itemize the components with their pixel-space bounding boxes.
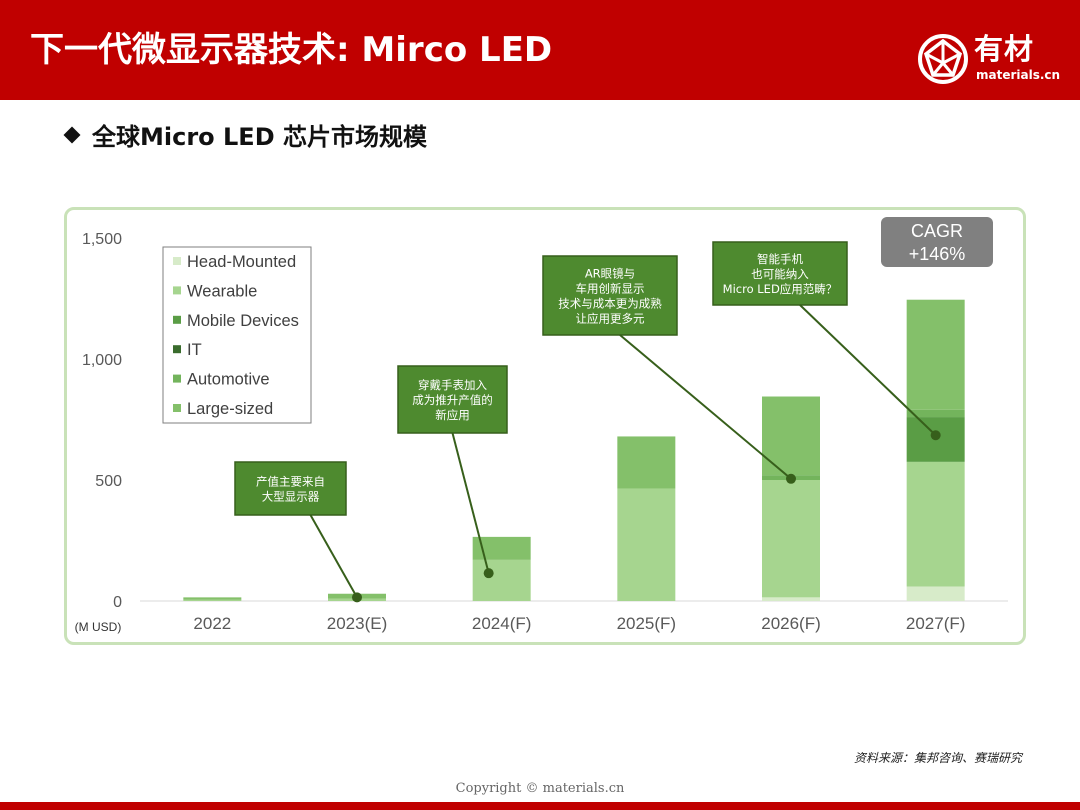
annotation-text: 车用创新显示 <box>576 282 645 296</box>
annotation-point <box>483 568 494 579</box>
annotation-box <box>542 255 678 336</box>
cagr-badge <box>881 217 993 267</box>
x-tick-label: 2022 <box>193 614 231 633</box>
page-title: 下一代微显示器技术: Mirco LED <box>30 30 553 70</box>
legend-swatch <box>173 345 181 354</box>
legend-label: Mobile Devices <box>187 312 299 330</box>
header-bar: 下一代微显示器技术: Mirco LED 有材 materials.cn <box>0 0 1080 100</box>
annotation-text: 智能手机 <box>757 252 803 266</box>
section-title: 全球Micro LED 芯片市场规模 <box>92 123 427 151</box>
annotation-point <box>352 592 362 603</box>
x-tick-label: 2027(F) <box>906 614 966 633</box>
source-note: 资料来源：集邦咨询、赛瑞研究 <box>853 751 1022 765</box>
bar-segment <box>906 299 965 410</box>
legend-swatch <box>173 257 181 265</box>
logo-icon <box>918 34 968 84</box>
bar-segment <box>906 461 965 587</box>
legend-box <box>162 246 312 424</box>
annotation-connector <box>451 432 490 574</box>
bar-segment <box>906 409 965 418</box>
annotation-text: 让应用更多元 <box>576 312 645 326</box>
legend-label: Wearable <box>187 282 257 300</box>
footer-bar <box>0 802 1080 810</box>
cagr-value: +146% <box>909 244 966 264</box>
legend-label: Automotive <box>187 371 270 389</box>
annotation-text: Micro LED应用范畴？ <box>723 282 838 296</box>
y-tick-label: 0 <box>113 594 122 611</box>
annotation-point <box>786 473 796 484</box>
legend-swatch <box>173 404 181 412</box>
legend-label: Head-Mounted <box>187 253 296 271</box>
x-tick-label: 2025(F) <box>617 614 677 633</box>
annotation-point <box>930 430 941 441</box>
annotation-box <box>712 241 848 306</box>
logo: 有材 materials.cn <box>916 32 1060 88</box>
bar-segment <box>183 599 242 601</box>
chart-frame <box>64 207 1026 645</box>
bar-segment <box>617 436 676 489</box>
annotation-box <box>234 461 347 516</box>
legend-label: Large-sized <box>187 400 273 418</box>
y-axis-unit-label: (M USD) <box>75 620 122 634</box>
legend-swatch <box>173 286 181 295</box>
y-tick-label: 1,500 <box>82 231 122 248</box>
bar-segment <box>762 480 820 598</box>
bar-segment <box>472 559 531 601</box>
legend-swatch <box>173 315 181 324</box>
annotation-text: AR眼镜与 <box>585 267 635 281</box>
annotation-box <box>397 365 508 434</box>
x-tick-label: 2023(E) <box>327 614 387 633</box>
annotation-text: 穿戴手表加入 <box>418 378 487 392</box>
x-tick-label: 2024(F) <box>472 614 532 633</box>
bar-segment <box>183 597 242 600</box>
logo-text: 有材 <box>974 32 1035 66</box>
annotation-text: 技术与成本更为成熟 <box>558 297 662 311</box>
bar-segment <box>762 396 820 476</box>
logo-subtext: materials.cn <box>976 68 1061 82</box>
annotation-connector <box>309 514 358 598</box>
y-tick-label: 500 <box>95 473 122 490</box>
annotation-text: 大型显示器 <box>262 490 320 504</box>
bar-segment <box>472 536 531 560</box>
cagr-label: CAGR <box>911 221 963 241</box>
legend-label: IT <box>187 341 202 359</box>
annotation-text: 产值主要来自 <box>256 475 325 489</box>
annotation-connector <box>619 334 792 480</box>
bar-segment <box>906 586 965 601</box>
copyright-notice: Copyright © materials.cn <box>455 781 625 796</box>
x-tick-label: 2026(F) <box>761 614 821 633</box>
bar-segment <box>617 488 676 601</box>
annotation-text: 也可能纳入 <box>751 267 809 281</box>
annotation-connector <box>799 304 937 436</box>
section-heading: 全球Micro LED 芯片市场规模 <box>63 120 427 154</box>
legend-swatch <box>173 374 181 383</box>
annotation-text: 新应用 <box>435 408 470 422</box>
annotation-text: 成为推升产值的 <box>412 393 493 407</box>
bar-segment <box>762 597 820 601</box>
y-tick-label: 1,000 <box>82 352 122 369</box>
